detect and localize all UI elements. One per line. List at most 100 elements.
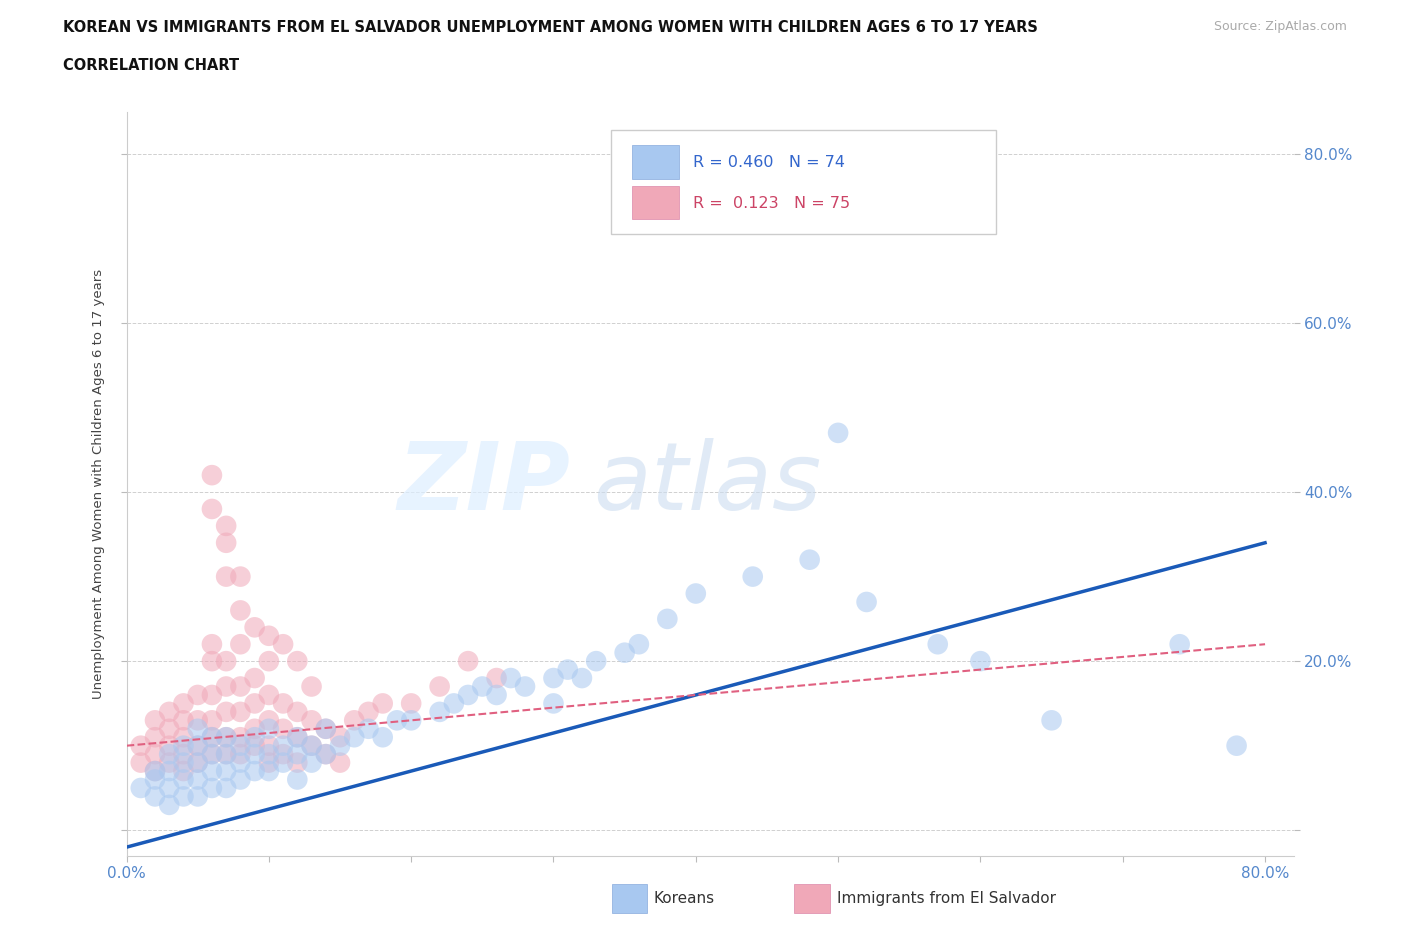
Text: Source: ZipAtlas.com: Source: ZipAtlas.com	[1213, 20, 1347, 33]
Point	[243, 747, 266, 762]
Point	[457, 687, 479, 702]
Point	[343, 730, 366, 745]
Text: KOREAN VS IMMIGRANTS FROM EL SALVADOR UNEMPLOYMENT AMONG WOMEN WITH CHILDREN AGE: KOREAN VS IMMIGRANTS FROM EL SALVADOR UN…	[63, 20, 1038, 35]
Text: CORRELATION CHART: CORRELATION CHART	[63, 58, 239, 73]
Point	[627, 637, 650, 652]
Point	[201, 780, 224, 795]
Point	[301, 679, 323, 694]
Point	[157, 764, 180, 778]
Point	[215, 654, 238, 669]
FancyBboxPatch shape	[610, 130, 995, 234]
Point	[157, 704, 180, 719]
Point	[243, 738, 266, 753]
Point	[229, 569, 252, 584]
Point	[201, 730, 224, 745]
Point	[143, 713, 166, 728]
Point	[257, 764, 280, 778]
Point	[201, 730, 224, 745]
Point	[157, 722, 180, 737]
Point	[157, 738, 180, 753]
Point	[257, 747, 280, 762]
Point	[215, 764, 238, 778]
Point	[257, 755, 280, 770]
Point	[187, 687, 209, 702]
Point	[201, 747, 224, 762]
Point	[613, 645, 636, 660]
Point	[215, 518, 238, 533]
Point	[172, 772, 194, 787]
Point	[143, 730, 166, 745]
Point	[229, 738, 252, 753]
Point	[969, 654, 991, 669]
Point	[157, 780, 180, 795]
Point	[229, 772, 252, 787]
Text: R =  0.123   N = 75: R = 0.123 N = 75	[693, 195, 849, 210]
Point	[157, 797, 180, 812]
Point	[172, 696, 194, 711]
Point	[172, 738, 194, 753]
Point	[343, 713, 366, 728]
Point	[187, 738, 209, 753]
Point	[229, 637, 252, 652]
Point	[301, 755, 323, 770]
Point	[543, 696, 565, 711]
Point	[187, 722, 209, 737]
Point	[799, 552, 821, 567]
Point	[371, 730, 394, 745]
Point	[243, 696, 266, 711]
Point	[285, 704, 308, 719]
Point	[172, 730, 194, 745]
Point	[357, 722, 380, 737]
Point	[229, 603, 252, 618]
Point	[201, 747, 224, 762]
Point	[285, 755, 308, 770]
Point	[187, 738, 209, 753]
Point	[243, 730, 266, 745]
Point	[201, 713, 224, 728]
Point	[927, 637, 949, 652]
Point	[271, 747, 294, 762]
Point	[187, 713, 209, 728]
Point	[385, 713, 408, 728]
Point	[285, 730, 308, 745]
Point	[215, 747, 238, 762]
Point	[257, 713, 280, 728]
Point	[499, 671, 522, 685]
FancyBboxPatch shape	[631, 186, 679, 219]
Point	[329, 738, 352, 753]
Point	[129, 755, 152, 770]
Point	[229, 730, 252, 745]
Point	[285, 654, 308, 669]
Point	[855, 594, 877, 609]
Point	[215, 679, 238, 694]
Point	[229, 755, 252, 770]
Point	[315, 722, 337, 737]
Text: Immigrants from El Salvador: Immigrants from El Salvador	[837, 891, 1056, 906]
Point	[315, 747, 337, 762]
Point	[215, 569, 238, 584]
Point	[215, 704, 238, 719]
Text: atlas: atlas	[593, 438, 821, 529]
Point	[229, 704, 252, 719]
Point	[485, 671, 508, 685]
Point	[285, 730, 308, 745]
Point	[557, 662, 579, 677]
Point	[329, 755, 352, 770]
Point	[215, 780, 238, 795]
Point	[543, 671, 565, 685]
Point	[157, 747, 180, 762]
Point	[143, 764, 166, 778]
Point	[271, 755, 294, 770]
Point	[243, 620, 266, 635]
Point	[1226, 738, 1249, 753]
Point	[513, 679, 536, 694]
Point	[257, 722, 280, 737]
Point	[271, 696, 294, 711]
Point	[243, 671, 266, 685]
Point	[201, 468, 224, 483]
Point	[285, 747, 308, 762]
Point	[187, 789, 209, 804]
Text: ZIP: ZIP	[396, 438, 569, 529]
Point	[172, 755, 194, 770]
Point	[271, 637, 294, 652]
